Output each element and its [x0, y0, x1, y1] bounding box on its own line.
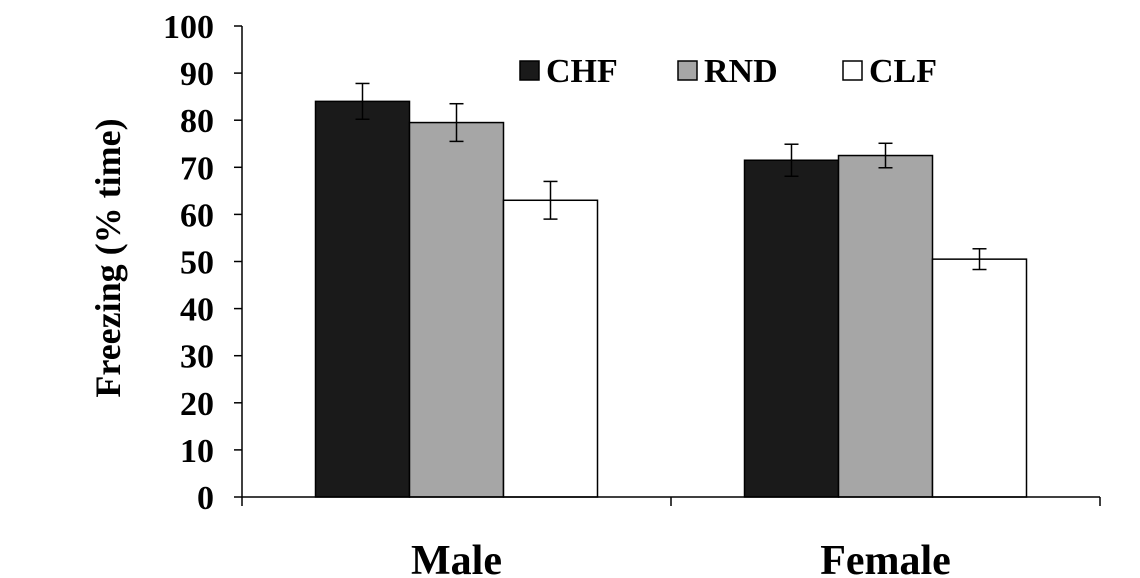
bars	[314, 100, 1028, 498]
bar-clf-female	[931, 258, 1028, 498]
x-category-label: Male	[411, 538, 502, 578]
axes	[241, 26, 1101, 506]
legend-swatch	[677, 60, 698, 81]
bar-rnd-male	[408, 121, 505, 498]
y-tick-label: 90	[180, 56, 214, 93]
error-bar-clf-male	[543, 180, 558, 220]
legend-swatch	[519, 60, 540, 81]
bar-clf-male	[502, 199, 599, 498]
bar-chf-male	[314, 100, 411, 498]
y-tick-label: 30	[180, 339, 214, 376]
error-bar-rnd-male	[449, 102, 464, 143]
legend-label: CHF	[546, 53, 618, 90]
error-bar-chf-female	[784, 143, 799, 177]
error-bar-clf-female	[972, 248, 987, 271]
y-tick-label: 80	[180, 103, 214, 140]
y-tick-label: 100	[163, 9, 214, 46]
legend-item-chf: CHF	[519, 53, 618, 90]
error-bars	[355, 82, 987, 271]
legend: CHF RND CLF	[519, 53, 937, 90]
legend-swatch	[842, 60, 863, 81]
y-tick-label: 40	[180, 292, 214, 329]
y-tick-label: 60	[180, 197, 214, 234]
y-tick-label: 0	[197, 480, 214, 517]
bar-rnd-female	[837, 154, 934, 498]
legend-item-rnd: RND	[677, 53, 778, 90]
x-axis-labels: Male Female	[411, 538, 951, 578]
error-bar-chf-male	[355, 82, 370, 121]
error-bar-rnd-female	[878, 142, 893, 169]
legend-label: CLF	[869, 53, 937, 90]
y-tick-label: 50	[180, 245, 214, 282]
y-tick-label: 20	[180, 386, 214, 423]
legend-item-clf: CLF	[842, 53, 937, 90]
y-axis-title: Freezing (% time)	[88, 118, 128, 397]
legend-label: RND	[704, 53, 778, 90]
y-axis-title-group: Freezing (% time)	[88, 118, 128, 397]
y-tick-label: 10	[180, 433, 214, 470]
bar-chf-female	[743, 159, 840, 498]
y-tick-label: 70	[180, 150, 214, 187]
x-category-label: Female	[820, 538, 951, 578]
y-axis-ticks: 0 10 20 30 40 50 60 70 80 90 100	[163, 9, 242, 517]
